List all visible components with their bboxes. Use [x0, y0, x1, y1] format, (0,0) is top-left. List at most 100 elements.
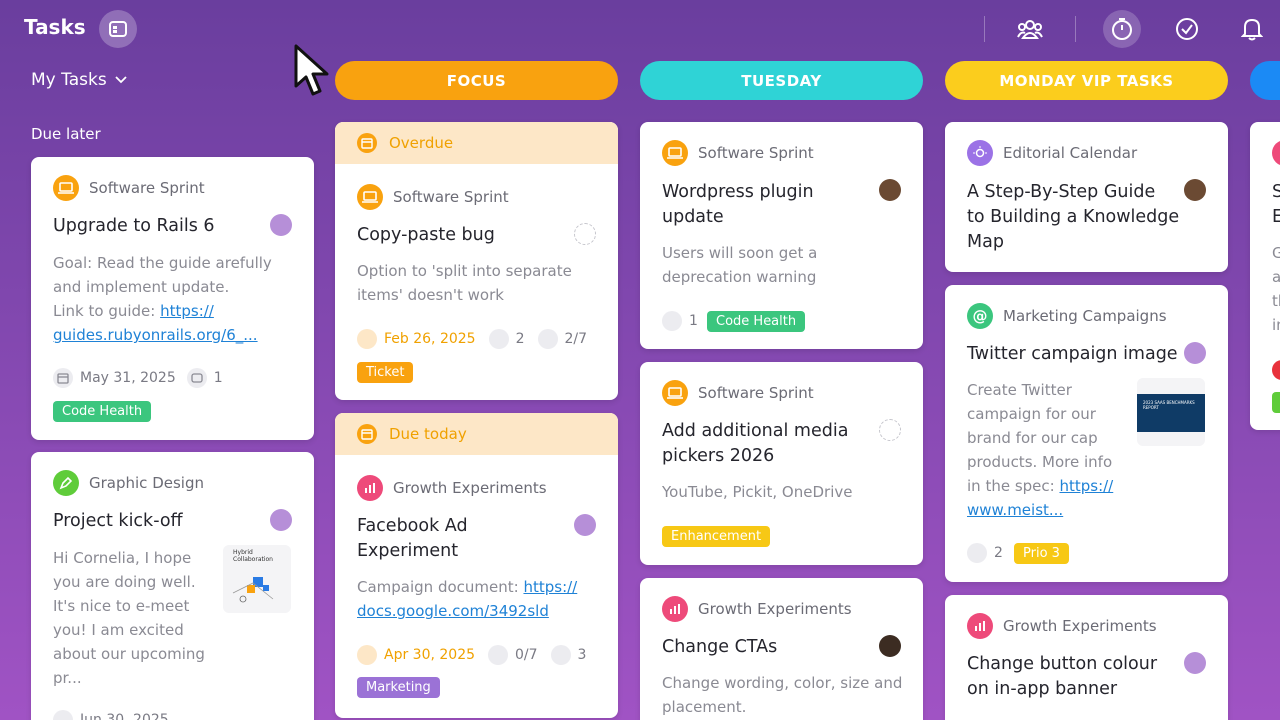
avatar[interactable]	[879, 179, 901, 201]
attachment-count: 2	[994, 545, 1003, 561]
subtasks-icon	[537, 329, 558, 349]
task-description: Change wording, color, size and placement…	[662, 674, 903, 716]
assign-user-icon[interactable]	[574, 223, 596, 245]
guide-link[interactable]: https://	[160, 302, 214, 320]
comment-icon	[488, 329, 509, 349]
board-view-button[interactable]	[99, 10, 137, 48]
task-card[interactable]: @ Marketing Campaigns Twitter campaign i…	[945, 285, 1228, 582]
task-card[interactable]: Growth Experiments Change button colour o…	[945, 595, 1228, 720]
group-label: Due later	[31, 125, 101, 143]
tag-badge[interactable]: Marketing	[357, 677, 440, 698]
tag-badge[interactable]: Enhancement	[662, 526, 771, 547]
spec-link[interactable]: https://	[1059, 477, 1114, 495]
avatar[interactable]	[270, 214, 292, 236]
lightbulb-icon	[967, 140, 993, 166]
project-label: Software Sprint	[662, 140, 814, 166]
tag-badge[interactable]	[1272, 392, 1280, 413]
avatar[interactable]	[1184, 342, 1206, 364]
avatar[interactable]	[574, 514, 596, 536]
avatar[interactable]	[879, 635, 901, 657]
column-header-next[interactable]	[1250, 61, 1280, 100]
notifications-button[interactable]	[1233, 10, 1271, 48]
calendar-icon	[53, 368, 73, 388]
task-title: Change CTAs	[662, 637, 778, 657]
dependency-icon	[550, 645, 571, 665]
project-name: Software Sprint	[698, 384, 814, 402]
guide-link[interactable]: guides.rubyonrails.org/6_...	[53, 326, 258, 344]
task-card[interactable]: Graphic Design Project kick-off Hi Corne…	[31, 452, 314, 720]
pen-icon	[53, 470, 79, 496]
task-card[interactable]: Editorial Calendar A Step-By-Step Guide t…	[945, 122, 1228, 272]
document-link[interactable]: https://	[523, 578, 578, 596]
due-date: Jun 30, 2025	[80, 712, 169, 720]
project-label: Editorial Calendar	[967, 140, 1137, 166]
project-label: Software Sprint	[662, 380, 814, 406]
comment-icon	[186, 368, 207, 388]
attachment-thumbnail[interactable]: 2023 SAAS BENCHMARKS REPORT	[1137, 378, 1205, 446]
calendar-icon	[357, 133, 377, 153]
check-circle-icon	[1176, 18, 1198, 40]
stopwatch-icon	[1112, 18, 1132, 40]
avatar[interactable]	[1184, 179, 1206, 201]
tag-badge[interactable]: Ticket	[357, 362, 414, 383]
view-selector-label: My Tasks	[31, 70, 107, 90]
comment-count: 1	[213, 370, 223, 386]
project-label: Software Sprint	[357, 184, 509, 210]
project-label: Growth Experiments	[967, 613, 1157, 639]
board-view-icon	[109, 21, 127, 37]
task-description: Hi Cornelia, I hope you are doing well. It…	[53, 549, 205, 687]
column-header-monday-vip[interactable]: MONDAY VIP TASKS	[945, 61, 1228, 100]
task-description: Users will soon get a deprecation warning	[662, 244, 818, 286]
avatar[interactable]	[270, 509, 292, 531]
task-card[interactable]: Overdue Software Sprint Copy-paste bug O…	[335, 122, 618, 400]
project-label: Growth Experiments	[662, 596, 852, 622]
task-card[interactable]: Software Sprint Wordpress plugin update U…	[640, 122, 923, 349]
calendar-icon	[357, 424, 377, 444]
subtasks-icon	[488, 645, 509, 665]
assign-user-icon[interactable]	[879, 419, 901, 441]
project-label: Graphic Design	[53, 470, 204, 496]
column-header-tuesday[interactable]: TUESDAY	[640, 61, 923, 100]
task-meta: 1	[662, 311, 698, 331]
attachment-thumbnail[interactable]: Hybrid Collaboration	[223, 545, 291, 613]
tag-badge[interactable]: Code Health	[53, 401, 152, 422]
project-name: Growth Experiments	[393, 479, 547, 497]
my-tasks-button[interactable]	[1168, 10, 1206, 48]
project-icon	[1272, 140, 1280, 166]
project-name: Growth Experiments	[698, 600, 852, 618]
task-description: Create Twitter campaign for our brand for …	[967, 381, 1114, 519]
people-icon	[1017, 20, 1043, 39]
task-description: Goal: Read the guide arefully and impleme…	[53, 254, 272, 344]
project-name: Software Sprint	[698, 144, 814, 162]
avatar[interactable]	[1184, 652, 1206, 674]
document-link[interactable]: docs.google.com/3492sld	[357, 602, 549, 620]
divider	[984, 16, 985, 42]
spec-link[interactable]: www.meist...	[967, 501, 1064, 519]
tag-badge[interactable]: Prio 3	[1014, 543, 1069, 564]
laptop-icon	[357, 184, 383, 210]
bell-icon	[1241, 18, 1263, 41]
team-button[interactable]	[1011, 10, 1049, 48]
task-card[interactable]: SE Gathin	[1250, 122, 1280, 430]
tag-badge[interactable]: Code Health	[707, 311, 806, 332]
task-meta: Apr 30, 2025 0/7 3	[357, 645, 586, 665]
view-selector[interactable]: My Tasks	[31, 70, 127, 90]
task-title: Add additional media pickers 2026	[662, 421, 849, 466]
column-header-focus[interactable]: FOCUS	[335, 61, 618, 100]
task-description: YouTube, Pickit, OneDrive	[662, 483, 853, 501]
timer-button[interactable]	[1103, 10, 1141, 48]
overdue-banner: Overdue	[335, 122, 618, 164]
subtask-count: 2/7	[564, 331, 588, 347]
project-label: Growth Experiments	[357, 475, 547, 501]
task-description: Campaign document: https:// docs.google.…	[357, 578, 578, 620]
paperclip-icon	[967, 543, 987, 563]
comment-icon	[662, 311, 682, 331]
project-label: @ Marketing Campaigns	[967, 303, 1167, 329]
task-card[interactable]: Software Sprint Add additional media pick…	[640, 362, 923, 565]
task-card[interactable]: Due today Growth Experiments Facebook Ad…	[335, 413, 618, 718]
task-card[interactable]: Growth Experiments Change CTAs Change wo…	[640, 578, 923, 720]
task-title: Twitter campaign image	[967, 344, 1178, 364]
task-card[interactable]: Software Sprint Upgrade to Rails 6 Goal:…	[31, 157, 314, 440]
task-meta: May 31, 2025 1	[53, 368, 223, 388]
due-today-banner: Due today	[335, 413, 618, 455]
